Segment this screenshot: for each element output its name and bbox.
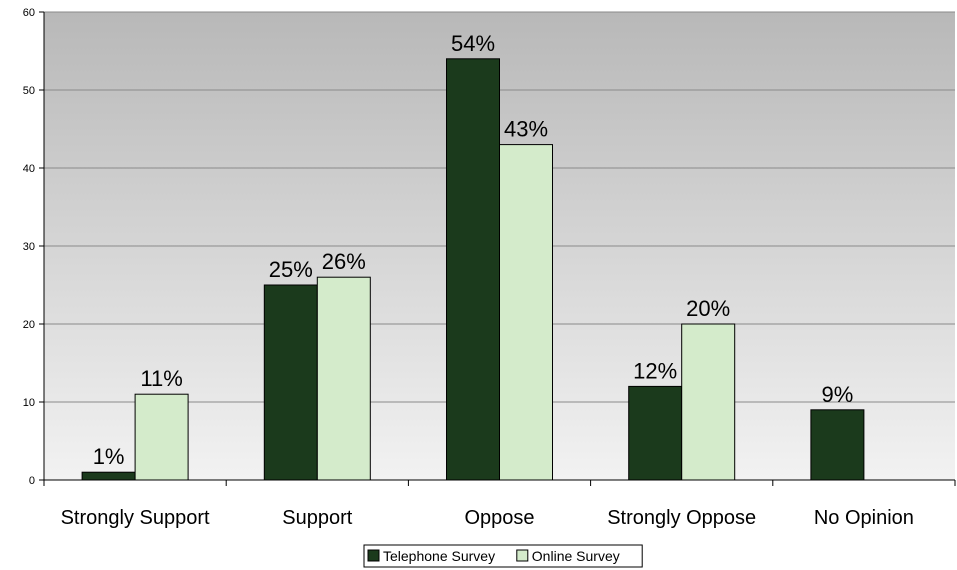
bar <box>134 393 189 481</box>
bar <box>81 471 136 481</box>
data-label: 11% <box>140 366 182 391</box>
y-tick-label: 30 <box>23 241 35 253</box>
legend-swatch <box>516 549 529 562</box>
data-label: 12% <box>633 358 677 383</box>
bar <box>628 385 683 481</box>
legend-box <box>363 544 643 568</box>
data-label: 1% <box>93 444 125 469</box>
bar <box>316 276 371 481</box>
data-label: 9% <box>822 382 854 407</box>
legend-label: Telephone Survey <box>383 548 495 564</box>
y-tick-label: 0 <box>29 475 35 487</box>
bars <box>81 58 865 481</box>
x-tick-label: Support <box>282 507 352 529</box>
y-tick-label: 50 <box>23 85 35 97</box>
data-label: 43% <box>504 117 548 142</box>
data-label: 54% <box>451 31 495 56</box>
legend-label: Online Survey <box>532 548 620 564</box>
y-tick-label: 10 <box>23 397 35 409</box>
bar <box>681 323 736 481</box>
bar <box>499 144 553 481</box>
y-tick-label: 60 <box>23 7 35 19</box>
bar <box>810 409 865 481</box>
y-tick-label: 20 <box>23 319 35 331</box>
x-tick-label: No Opinion <box>814 507 914 529</box>
bar <box>446 58 500 481</box>
data-label: 25% <box>269 257 313 282</box>
y-tick-label: 40 <box>23 163 35 175</box>
data-labels: 1% 25% 54% 12% 9% 11% 26% 43% 20% <box>93 31 854 469</box>
legend: Telephone Survey Online Survey <box>363 544 643 568</box>
data-label: 26% <box>322 249 366 274</box>
data-label: 20% <box>686 296 730 321</box>
bar <box>263 284 318 481</box>
axes: 0 10 20 30 40 50 60 Strongly Support Support Oppo… <box>23 7 956 529</box>
x-tick-label: Oppose <box>464 507 534 529</box>
x-tick-label: Strongly Oppose <box>607 507 756 529</box>
x-tick-label: Strongly Support <box>61 507 210 529</box>
legend-swatch <box>367 549 380 562</box>
